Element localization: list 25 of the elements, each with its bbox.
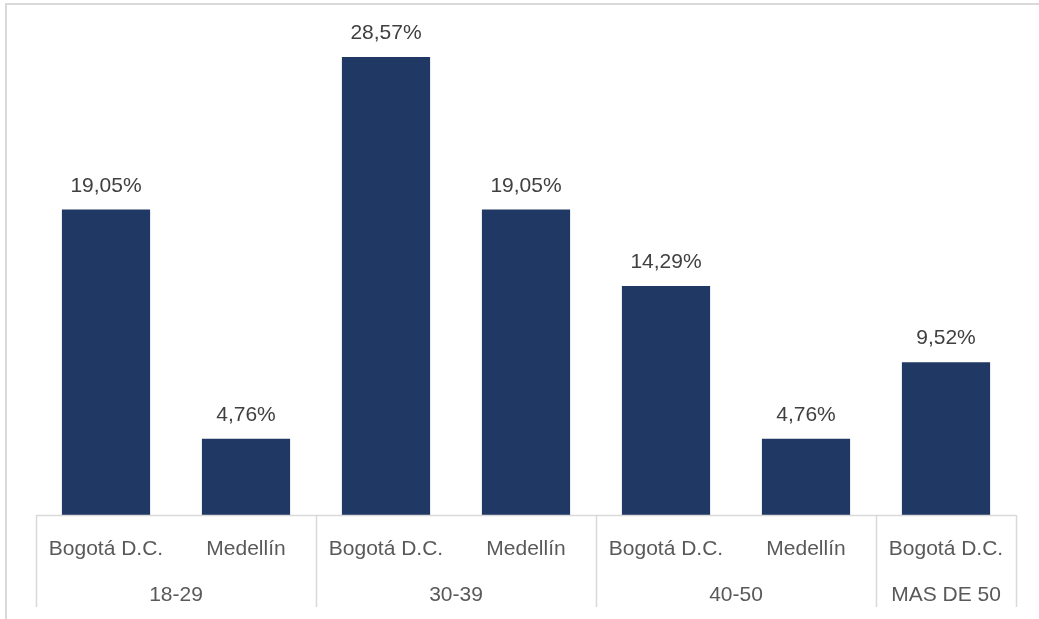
text: Bogotá D.C. xyxy=(888,536,1004,560)
text: Bogotá D.C. xyxy=(48,536,164,560)
data-label: 28,57% xyxy=(350,19,422,43)
data-label: 9,52% xyxy=(916,325,976,349)
text: Medellín xyxy=(766,536,846,560)
bar xyxy=(621,285,711,515)
series-label: Bogotá D.C. xyxy=(328,536,444,560)
series-label: Medellín xyxy=(206,536,286,560)
text: Bogotá D.C. xyxy=(608,536,724,560)
bar xyxy=(901,362,991,515)
x-tick-label: 30-39 xyxy=(429,582,483,605)
bar xyxy=(761,438,851,515)
text: Medellín xyxy=(486,536,566,560)
data-label: 4,76% xyxy=(776,401,836,425)
x-tick-label: MAS DE 50 xyxy=(891,582,1001,605)
data-label: 14,29% xyxy=(630,248,702,272)
x-tick-label: 40-50 xyxy=(709,582,763,605)
data-label: 19,05% xyxy=(70,172,142,196)
bar xyxy=(481,209,571,515)
data-label: 19,05% xyxy=(490,172,562,196)
bar xyxy=(341,56,431,515)
bar xyxy=(61,209,151,515)
x-tick-label: 18-29 xyxy=(149,582,203,605)
data-label: 4,76% xyxy=(216,401,276,425)
bar xyxy=(201,438,291,515)
